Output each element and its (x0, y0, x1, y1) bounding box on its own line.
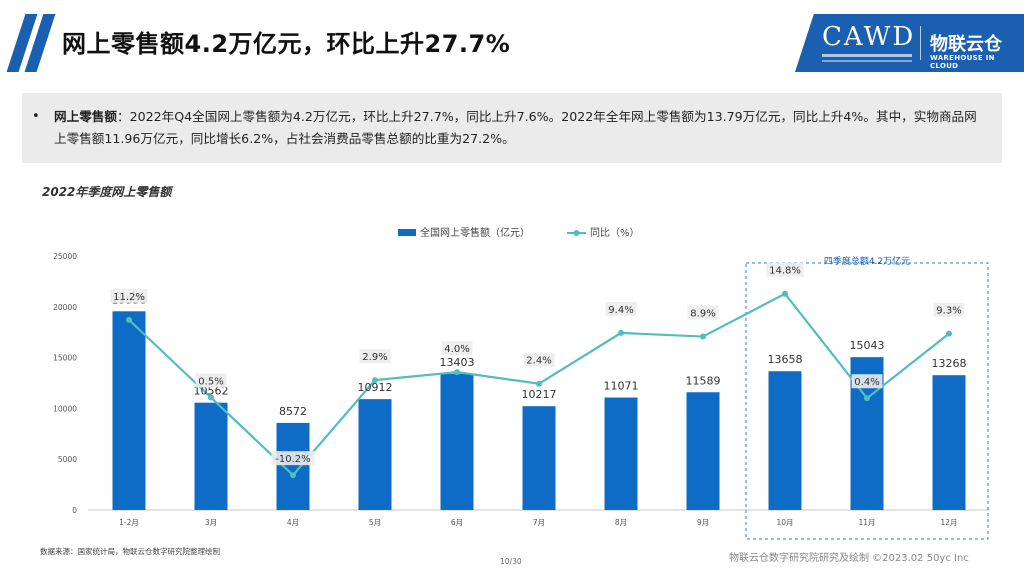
line-value-label-bg (766, 262, 804, 277)
x-tick-label: 9月 (697, 518, 709, 527)
y-tick-label: 0 (72, 506, 77, 515)
page-number: 10/30 (500, 557, 522, 566)
chart-title: 2022年季度网上零售额 (42, 185, 172, 199)
bar (768, 371, 802, 510)
legend-label: 全国网上零售额（亿元） (420, 226, 530, 239)
line-point (290, 472, 296, 479)
cawd-logo-underline (822, 60, 912, 62)
bullet: • (32, 109, 40, 124)
line-value-label: 11.2% (113, 292, 145, 303)
bar (440, 373, 474, 510)
legend-swatch-bar (398, 229, 416, 236)
bar-value-label: 13403 (440, 356, 475, 369)
x-tick-label: 7月 (533, 518, 545, 527)
line-value-label-bg (359, 349, 391, 364)
bar (604, 397, 638, 510)
yoy-line (128, 292, 950, 477)
line-point (126, 316, 132, 323)
line-point (864, 395, 870, 402)
summary-body: ：2022年Q4全国网上零售额为4.2万亿元，环比上升27.7%，同比上升7.6… (54, 109, 977, 146)
line-value-label: 2.9% (362, 352, 387, 363)
data-source: 数据来源：国家统计局，物联云仓数字研究院整理绘制 (40, 547, 220, 556)
x-tick-label: 4月 (287, 518, 299, 527)
line-value-label-bg (851, 374, 883, 389)
legend-label: 同比（%） (590, 227, 640, 239)
line-value-label: -10.2% (275, 454, 310, 465)
line-point (454, 369, 460, 376)
bar (112, 311, 146, 510)
legend-swatch-marker (573, 230, 580, 236)
x-tick-label: 1-2月 (119, 518, 139, 527)
footer-credit: 物联云仓数字研究院研究及绘制 ©2023.02 50yc Inc (729, 553, 969, 564)
line-value-label: 8.9% (690, 309, 715, 320)
y-tick-label: 20000 (53, 303, 77, 312)
line-point (618, 329, 624, 336)
bar (358, 399, 392, 510)
line-value-label: 0.4% (854, 377, 879, 388)
bar-value-label: 19558 (112, 293, 147, 306)
line-value-label: 9.3% (936, 306, 961, 317)
x-tick-label: 5月 (369, 518, 381, 527)
line-value-label: 2.4% (526, 356, 551, 367)
line-value-label: 4.0% (444, 344, 469, 355)
line-point (372, 377, 378, 384)
summary-label: 网上零售额 (54, 109, 117, 124)
brand-name-cn: 物联云仓 (930, 34, 1002, 55)
line-point (700, 333, 706, 340)
x-tick-label: 10月 (776, 518, 793, 527)
cawd-logo-underline (822, 54, 912, 57)
line-value-label-bg (441, 341, 473, 356)
line-point (782, 290, 788, 297)
bar (686, 392, 720, 510)
bar (932, 375, 966, 510)
annotation-box (745, 262, 989, 540)
line-value-label: 14.8% (769, 266, 801, 277)
bar-value-label: 11071 (604, 380, 639, 393)
line-value-label-bg (271, 451, 315, 466)
cawd-logo-text: CAWD (822, 22, 916, 52)
bar-value-label: 10217 (522, 388, 557, 401)
annotation-label: 四季度总额4.2万亿元 (824, 255, 910, 267)
bar-value-label: 10912 (358, 381, 393, 394)
bar-value-label: 13658 (768, 353, 803, 366)
line-value-label: 0.5% (198, 377, 223, 388)
page-title: 网上零售额4.2万亿元，环比上升27.7% (62, 30, 511, 58)
y-tick-label: 5000 (58, 455, 77, 464)
bar (850, 357, 884, 510)
bar-value-label: 15043 (850, 339, 885, 352)
bar-value-label: 11589 (686, 374, 721, 387)
bar-value-label: 10562 (194, 385, 229, 398)
y-tick-label: 10000 (53, 404, 77, 413)
line-value-label: 9.4% (608, 305, 633, 316)
line-value-label-bg (933, 302, 965, 317)
line-point (536, 380, 542, 387)
y-tick-label: 15000 (53, 354, 77, 363)
line-value-label-bg (687, 305, 719, 320)
x-tick-label: 11月 (858, 518, 875, 527)
bar (276, 422, 310, 510)
brand-name-en: WAREHOUSE IN CLOUD (930, 54, 995, 70)
line-point (208, 394, 214, 401)
x-tick-label: 3月 (205, 518, 217, 527)
bar (194, 402, 228, 510)
line-value-label-bg (605, 301, 637, 316)
summary-box: • 网上零售额：2022年Q4全国网上零售额为4.2万亿元，环比上升27.7%，… (22, 93, 1002, 163)
x-tick-label: 8月 (615, 518, 627, 527)
summary-text: 网上零售额：2022年Q4全国网上零售额为4.2万亿元，环比上升27.7%，同比… (54, 106, 988, 150)
line-value-label-bg (523, 352, 555, 367)
line-value-label-bg (110, 288, 148, 303)
y-tick-label: 25000 (53, 252, 77, 261)
bar-value-label: 8572 (279, 405, 307, 418)
logo-divider (920, 26, 921, 60)
bar (522, 406, 556, 510)
bar-value-label: 13268 (932, 357, 967, 370)
line-point (946, 330, 952, 337)
x-tick-label: 6月 (451, 518, 463, 527)
brand-logo: CAWD 物联云仓 WAREHOUSE IN CLOUD (812, 14, 1024, 72)
line-value-label-bg (195, 373, 227, 388)
x-tick-label: 12月 (940, 518, 957, 527)
